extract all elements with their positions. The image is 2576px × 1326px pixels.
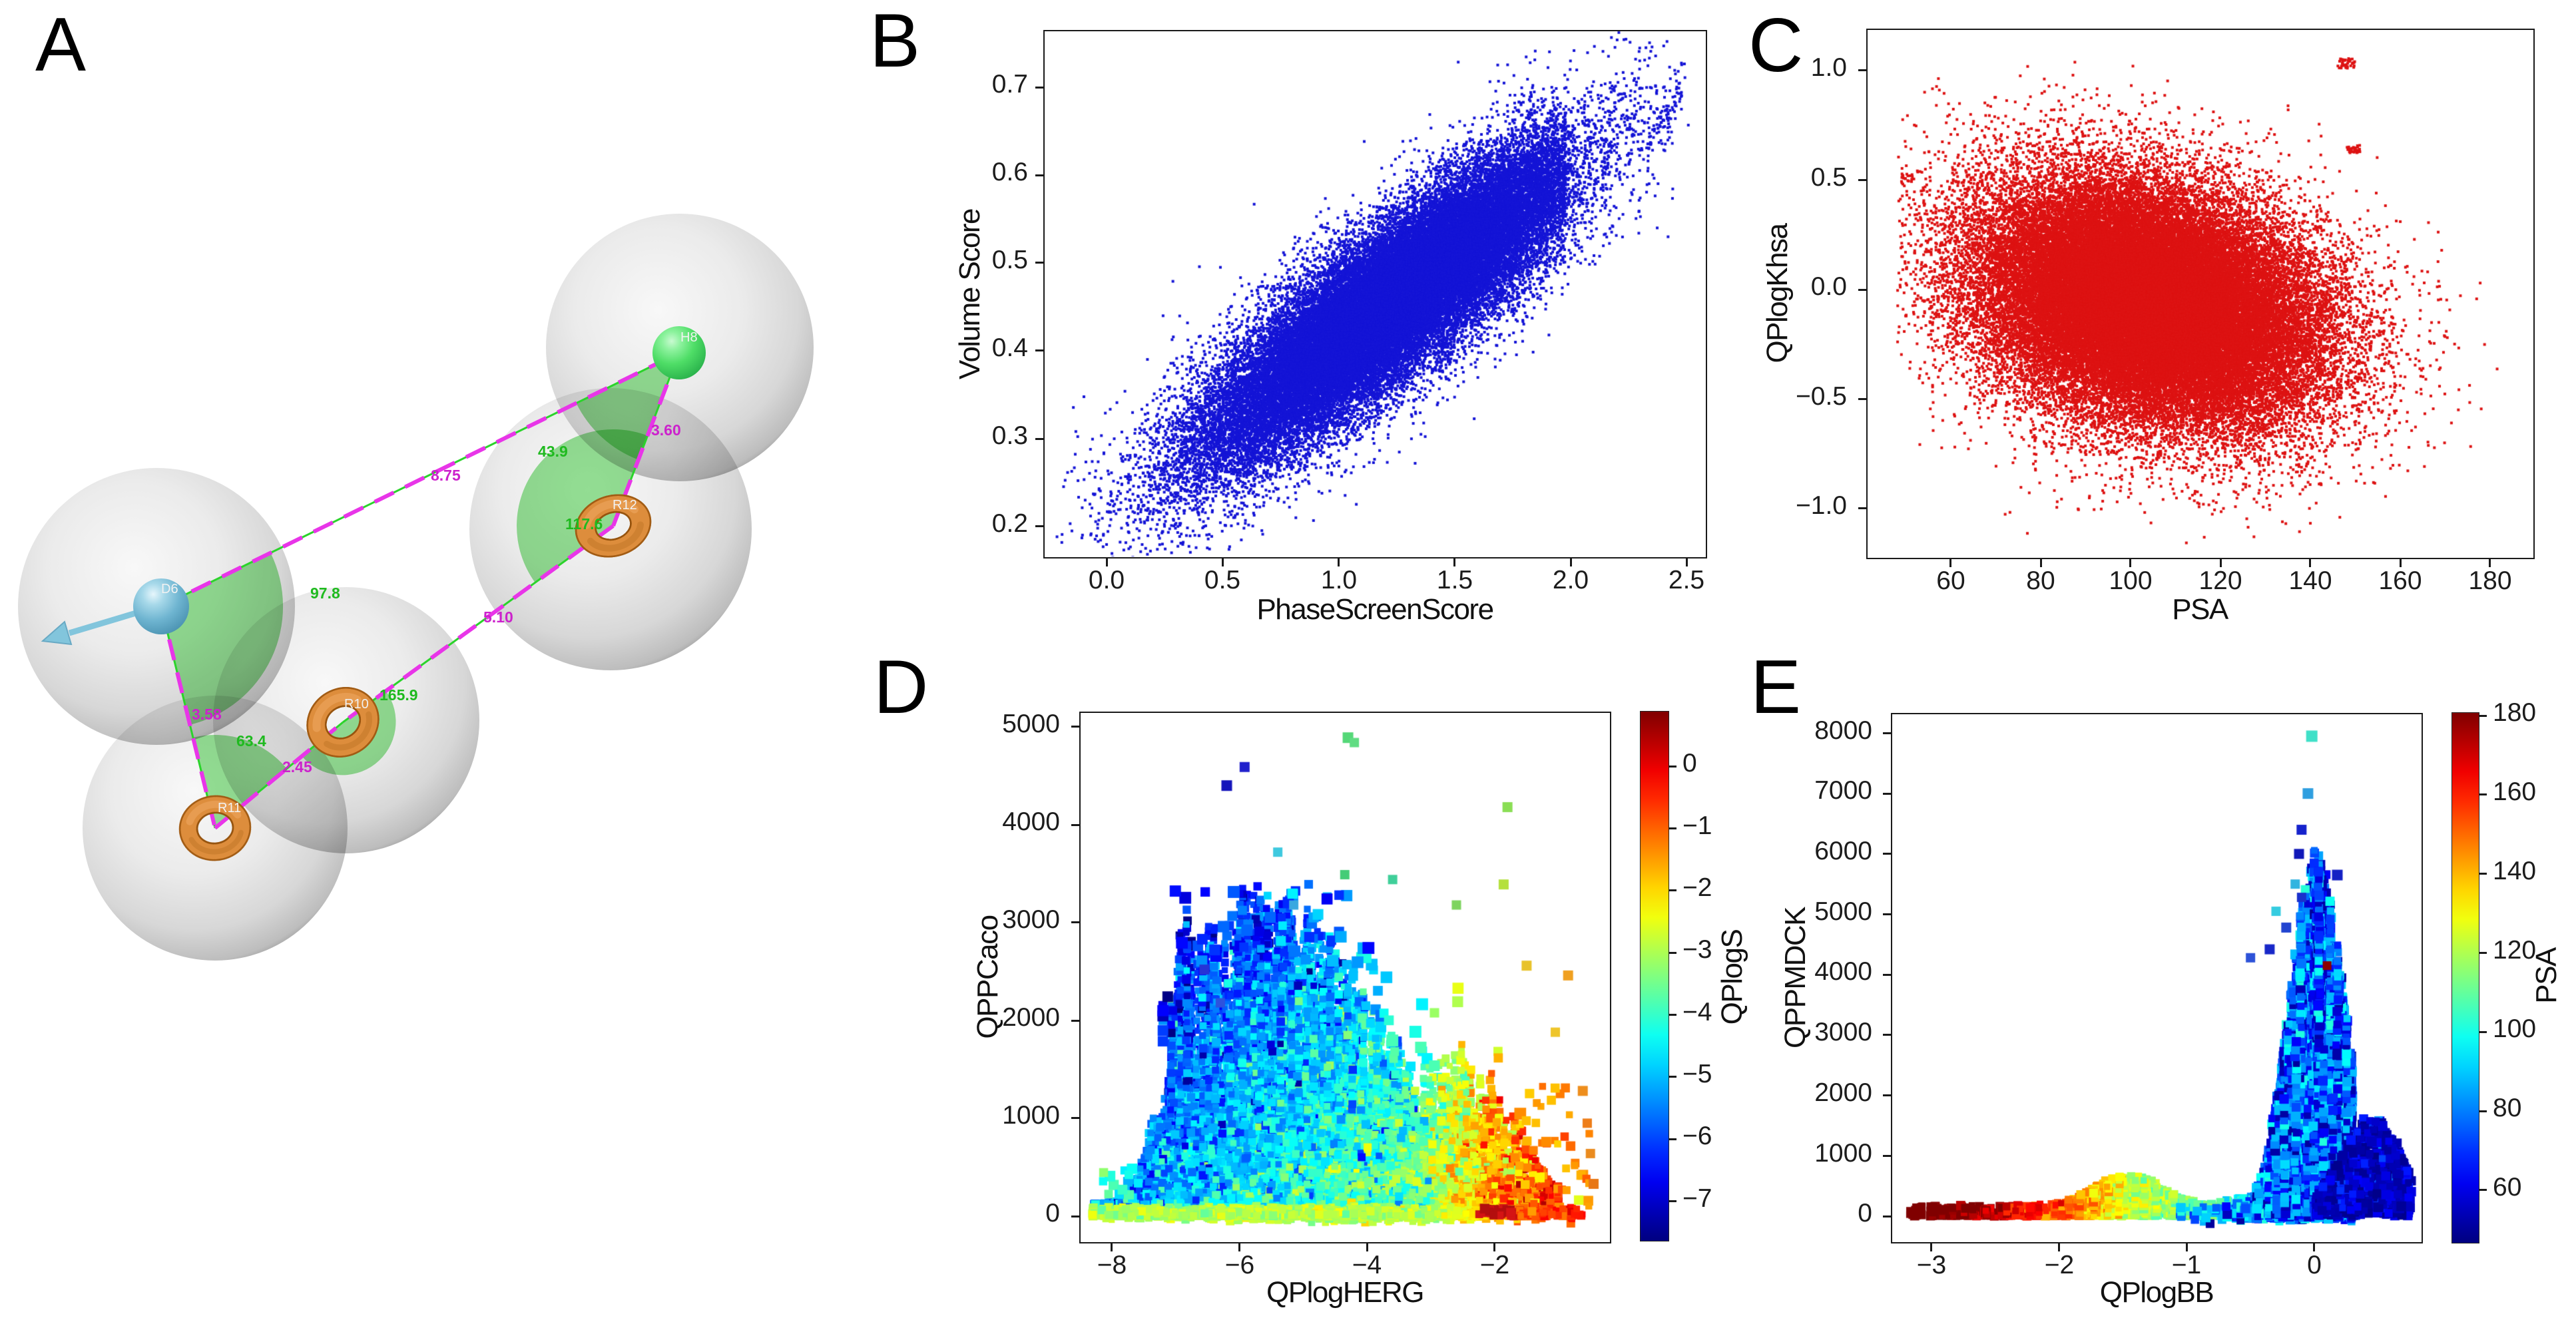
svg-text:R11: R11 [218, 801, 241, 815]
svg-text:2.45: 2.45 [282, 758, 312, 775]
svg-text:H8: H8 [680, 330, 698, 345]
svg-text:165.9: 165.9 [380, 686, 418, 704]
svg-text:5.10: 5.10 [483, 608, 513, 626]
svg-text:8.75: 8.75 [431, 467, 461, 484]
svg-text:63.4: 63.4 [236, 732, 266, 750]
svg-text:D6: D6 [161, 582, 178, 596]
svg-text:43.9: 43.9 [538, 443, 568, 460]
svg-text:3.60: 3.60 [651, 421, 681, 439]
svg-text:3.58: 3.58 [192, 706, 222, 723]
svg-text:R12: R12 [613, 498, 637, 513]
svg-text:97.8: 97.8 [310, 584, 340, 602]
svg-text:R10: R10 [344, 697, 369, 712]
svg-text:117.6: 117.6 [565, 515, 603, 533]
